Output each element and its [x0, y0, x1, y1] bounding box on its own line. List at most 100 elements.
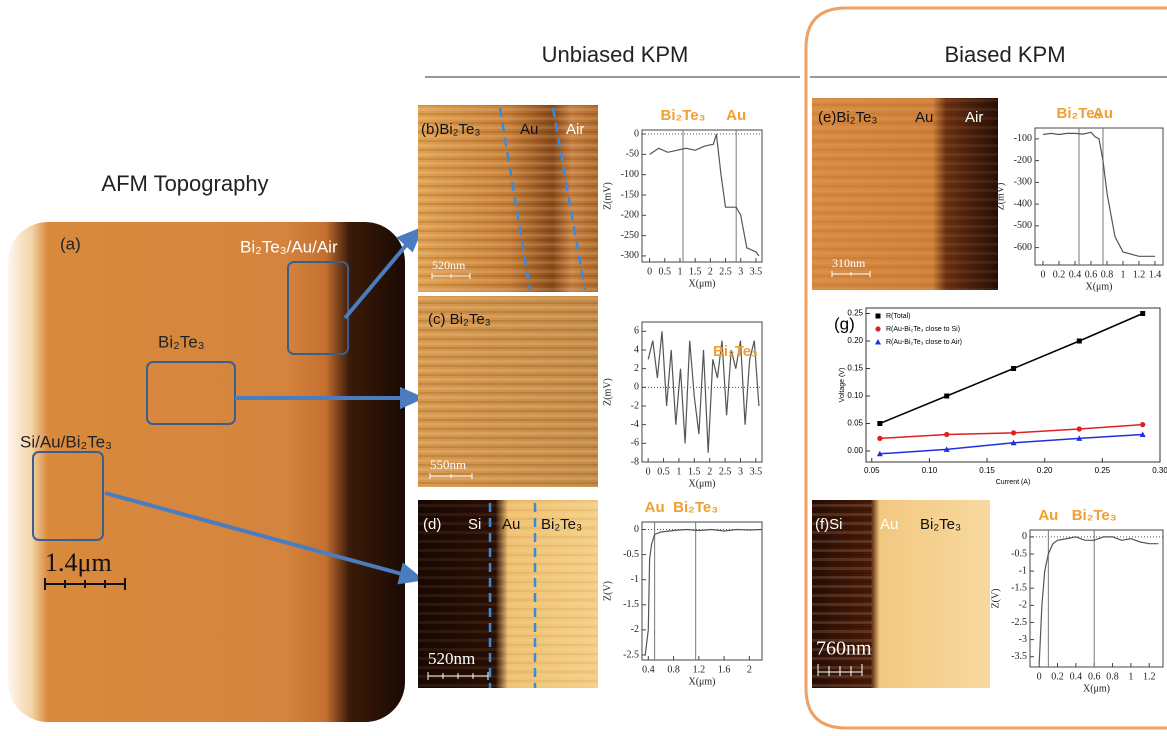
legend-label: R(Total) — [886, 313, 911, 320]
y-tick-label: -100 — [621, 169, 639, 180]
image-label: (b)Bi₂Te₃ — [421, 121, 480, 138]
x-tick-label: 0.10 — [922, 466, 938, 475]
image-label: (d) — [423, 516, 441, 533]
x-tick-label: 0.4 — [642, 664, 655, 675]
image-label: Au — [520, 121, 538, 138]
point — [875, 326, 880, 331]
image-label: (c) Bi₂Te₃ — [428, 311, 491, 328]
y-tick-label: -2 — [1019, 600, 1027, 611]
x-tick-label: 1 — [1128, 671, 1133, 682]
y-tick-label: -200 — [1014, 155, 1032, 166]
point — [877, 421, 882, 426]
x-tick-label: 0.6 — [1088, 671, 1101, 682]
x-tick-label: 0.8 — [1101, 269, 1114, 280]
image-label: Bi₂Te₃ — [541, 516, 582, 533]
y-tick-label: -1.5 — [1011, 583, 1027, 594]
x-tick-label: 0.5 — [659, 266, 672, 277]
y-tick-label: -0.5 — [1011, 548, 1027, 559]
image-label: (f)Si — [815, 516, 843, 533]
point — [1140, 311, 1145, 316]
x-tick-label: 0.2 — [1053, 269, 1066, 280]
x-tick-label: 3.5 — [750, 466, 763, 477]
point — [1011, 366, 1016, 371]
y-tick-label: -8 — [631, 456, 639, 467]
scale-label: 520nm — [428, 649, 475, 668]
plot-frame — [642, 522, 762, 660]
point — [1011, 430, 1016, 435]
heading: AFM Topography — [101, 171, 268, 196]
y-tick-label: 0 — [634, 128, 639, 139]
y-tick-label: -150 — [621, 189, 639, 200]
point — [875, 339, 881, 345]
x-axis-label: X(μm) — [688, 676, 715, 687]
y-tick-label: -4 — [631, 419, 639, 430]
y-tick-label: 0 — [634, 524, 639, 535]
x-tick-label: 0.20 — [1037, 466, 1053, 475]
y-axis-label: Voltage (V) — [839, 368, 846, 403]
y-axis-label: Z(mV) — [995, 183, 1006, 211]
x-axis-label: X(μm) — [1083, 683, 1110, 694]
y-tick-label: 0.25 — [847, 309, 863, 318]
point — [944, 394, 949, 399]
y-tick-label: 0 — [1022, 531, 1027, 542]
profile-label: Bi₂Te₃ — [1072, 507, 1117, 524]
x-tick-label: 1 — [676, 466, 681, 477]
y-axis-label: Z(V) — [990, 589, 1001, 609]
x-axis-label: X(μm) — [688, 478, 715, 489]
x-tick-label: 2.5 — [719, 466, 732, 477]
x-tick-label: 0 — [647, 266, 652, 277]
y-tick-label: -300 — [621, 250, 639, 261]
profile-label: Bi₂Te₃ — [713, 343, 758, 360]
image-label: Air — [965, 109, 983, 126]
y-tick-label: -3 — [1019, 634, 1027, 645]
y-tick-label: -1 — [1019, 565, 1027, 576]
y-tick-label: -500 — [1014, 220, 1032, 231]
y-tick-label: 0.10 — [847, 391, 863, 400]
x-tick-label: 1.6 — [718, 664, 731, 675]
x-tick-label: 0 — [646, 466, 651, 477]
x-tick-label: 0 — [1037, 671, 1042, 682]
profile-label: Au — [1038, 507, 1058, 524]
y-tick-label: -1 — [631, 574, 639, 585]
x-axis-label: Current (A) — [996, 479, 1031, 486]
region-label: Bi₂Te₃/Au/Air — [240, 237, 338, 256]
y-tick-label: -2.5 — [1011, 617, 1027, 628]
heading: Unbiased KPM — [542, 42, 689, 67]
x-tick-label: 0.4 — [1069, 269, 1082, 280]
y-tick-label: 0.15 — [847, 364, 863, 373]
image-label: (e)Bi₂Te₃ — [818, 109, 877, 126]
legend-label: R(Au-Bi₂Te₃ close to Air) — [886, 339, 962, 346]
y-tick-label: 0.20 — [847, 336, 863, 345]
image-label: Au — [502, 516, 520, 533]
legend-label: R(Au-Bi₂Te₃ close to Si) — [886, 326, 960, 333]
x-tick-label: 2 — [707, 466, 712, 477]
image-label: Au — [915, 109, 933, 126]
y-tick-label: -200 — [621, 210, 639, 221]
x-tick-label: 1.5 — [688, 466, 701, 477]
region-label: Si/Au/Bi₂Te₃ — [20, 432, 112, 451]
heading: Biased KPM — [944, 42, 1065, 67]
profile-line — [645, 530, 762, 656]
plot-frame — [642, 130, 762, 262]
plot-frame — [1035, 128, 1163, 265]
image-label: Au — [880, 516, 898, 533]
y-tick-label: -0.5 — [623, 549, 639, 560]
y-tick-label: -250 — [621, 230, 639, 241]
y-tick-label: -2.5 — [623, 649, 639, 660]
region-label: Bi₂Te₃ — [158, 332, 205, 351]
point — [1077, 426, 1082, 431]
point — [944, 432, 949, 437]
x-tick-label: 1.2 — [1143, 671, 1156, 682]
scale-label: 760nm — [816, 638, 872, 660]
y-tick-label: 0 — [634, 382, 639, 393]
y-tick-label: -50 — [626, 149, 639, 160]
x-tick-label: 0.15 — [979, 466, 995, 475]
panel-label: (a) — [60, 234, 81, 253]
y-tick-label: -2 — [631, 400, 639, 411]
y-tick-label: -100 — [1014, 133, 1032, 144]
x-tick-label: 0.8 — [1106, 671, 1119, 682]
profile-line — [1039, 537, 1158, 664]
x-tick-label: 0.05 — [864, 466, 880, 475]
x-tick-label: 1 — [677, 266, 682, 277]
x-tick-label: 2.5 — [719, 266, 732, 277]
